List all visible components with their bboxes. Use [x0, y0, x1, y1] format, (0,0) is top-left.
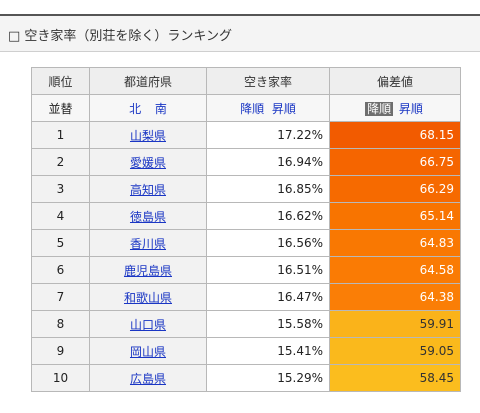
prefecture-link[interactable]: 和歌山県 [123, 290, 172, 305]
section-header: □ 空き家率（別荘を除く）ランキング [0, 14, 480, 52]
column-header-rank: 順位 [31, 67, 90, 95]
vacancy-rate-cell: 15.41% [206, 337, 330, 365]
sort-rate-asc-link[interactable]: 昇順 [271, 101, 296, 116]
rank-cell: 7 [31, 283, 90, 311]
prefecture-link[interactable]: 鹿児島県 [123, 263, 172, 278]
sort-prefecture-cell: 北 南 [89, 94, 207, 122]
prefecture-link[interactable]: 徳島県 [129, 209, 166, 224]
sort-deviation-desc-active[interactable]: 降順 [365, 101, 394, 116]
table-row: 7 和歌山県 16.47% 64.38 [31, 283, 461, 311]
deviation-cell: 66.29 [329, 175, 461, 203]
vacancy-rate-cell: 15.58% [206, 310, 330, 338]
sort-rate-desc-link[interactable]: 降順 [240, 101, 265, 116]
deviation-cell: 68.15 [329, 121, 461, 149]
rank-cell: 4 [31, 202, 90, 230]
prefecture-cell: 山梨県 [89, 121, 207, 149]
deviation-cell: 64.38 [329, 283, 461, 311]
table-row: 3 高知県 16.85% 66.29 [31, 175, 461, 203]
prefecture-cell: 愛媛県 [89, 148, 207, 176]
prefecture-link[interactable]: 広島県 [129, 371, 166, 386]
vacancy-rate-cell: 16.56% [206, 229, 330, 257]
prefecture-cell: 岡山県 [89, 337, 207, 365]
prefecture-cell: 山口県 [89, 310, 207, 338]
section-title: □ 空き家率（別荘を除く）ランキング [8, 29, 233, 44]
prefecture-link[interactable]: 岡山県 [129, 344, 166, 359]
deviation-cell: 58.45 [329, 364, 461, 392]
sort-north-link[interactable]: 北 [129, 101, 142, 116]
prefecture-link[interactable]: 香川県 [129, 236, 166, 251]
deviation-cell: 65.14 [329, 202, 461, 230]
prefecture-link[interactable]: 高知県 [129, 182, 166, 197]
vacancy-rate-cell: 16.85% [206, 175, 330, 203]
deviation-cell: 59.05 [329, 337, 461, 365]
prefecture-cell: 広島県 [89, 364, 207, 392]
sort-south-link[interactable]: 南 [154, 101, 167, 116]
prefecture-cell: 香川県 [89, 229, 207, 257]
sort-row: 並替 北 南 降順 昇順 降順 昇順 [31, 94, 461, 122]
table-row: 5 香川県 16.56% 64.83 [31, 229, 461, 257]
sort-label: 並替 [31, 94, 90, 122]
vacancy-rate-cell: 16.51% [206, 256, 330, 284]
table-row: 8 山口県 15.58% 59.91 [31, 310, 461, 338]
table-row: 4 徳島県 16.62% 65.14 [31, 202, 461, 230]
table-row: 9 岡山県 15.41% 59.05 [31, 337, 461, 365]
column-header-vacancy-rate: 空き家率 [206, 67, 330, 95]
column-header-deviation: 偏差値 [329, 67, 461, 95]
rank-cell: 6 [31, 256, 90, 284]
table-row: 10 広島県 15.29% 58.45 [31, 364, 461, 392]
column-header-prefecture: 都道府県 [89, 67, 207, 95]
rank-cell: 5 [31, 229, 90, 257]
deviation-cell: 64.58 [329, 256, 461, 284]
sort-deviation-asc-link[interactable]: 昇順 [398, 101, 423, 116]
prefecture-cell: 高知県 [89, 175, 207, 203]
deviation-cell: 59.91 [329, 310, 461, 338]
rank-cell: 2 [31, 148, 90, 176]
prefecture-cell: 徳島県 [89, 202, 207, 230]
prefecture-link[interactable]: 山口県 [129, 317, 166, 332]
ranking-table: 順位 都道府県 空き家率 偏差値 並替 北 南 降順 昇順 降順 昇順 [31, 67, 461, 392]
prefecture-cell: 和歌山県 [89, 283, 207, 311]
vacancy-rate-cell: 15.29% [206, 364, 330, 392]
prefecture-link[interactable]: 愛媛県 [129, 155, 166, 170]
vacancy-rate-cell: 17.22% [206, 121, 330, 149]
rank-cell: 9 [31, 337, 90, 365]
table-header-row: 順位 都道府県 空き家率 偏差値 [31, 67, 461, 95]
vacancy-rate-cell: 16.94% [206, 148, 330, 176]
rank-cell: 10 [31, 364, 90, 392]
rank-cell: 8 [31, 310, 90, 338]
vacancy-rate-cell: 16.62% [206, 202, 330, 230]
table-row: 2 愛媛県 16.94% 66.75 [31, 148, 461, 176]
rank-cell: 1 [31, 121, 90, 149]
sort-rate-cell: 降順 昇順 [206, 94, 330, 122]
table-row: 1 山梨県 17.22% 68.15 [31, 121, 461, 149]
table-row: 6 鹿児島県 16.51% 64.58 [31, 256, 461, 284]
prefecture-cell: 鹿児島県 [89, 256, 207, 284]
deviation-cell: 66.75 [329, 148, 461, 176]
sort-deviation-cell: 降順 昇順 [329, 94, 461, 122]
vacancy-rate-cell: 16.47% [206, 283, 330, 311]
deviation-cell: 64.83 [329, 229, 461, 257]
prefecture-link[interactable]: 山梨県 [129, 128, 166, 143]
rank-cell: 3 [31, 175, 90, 203]
